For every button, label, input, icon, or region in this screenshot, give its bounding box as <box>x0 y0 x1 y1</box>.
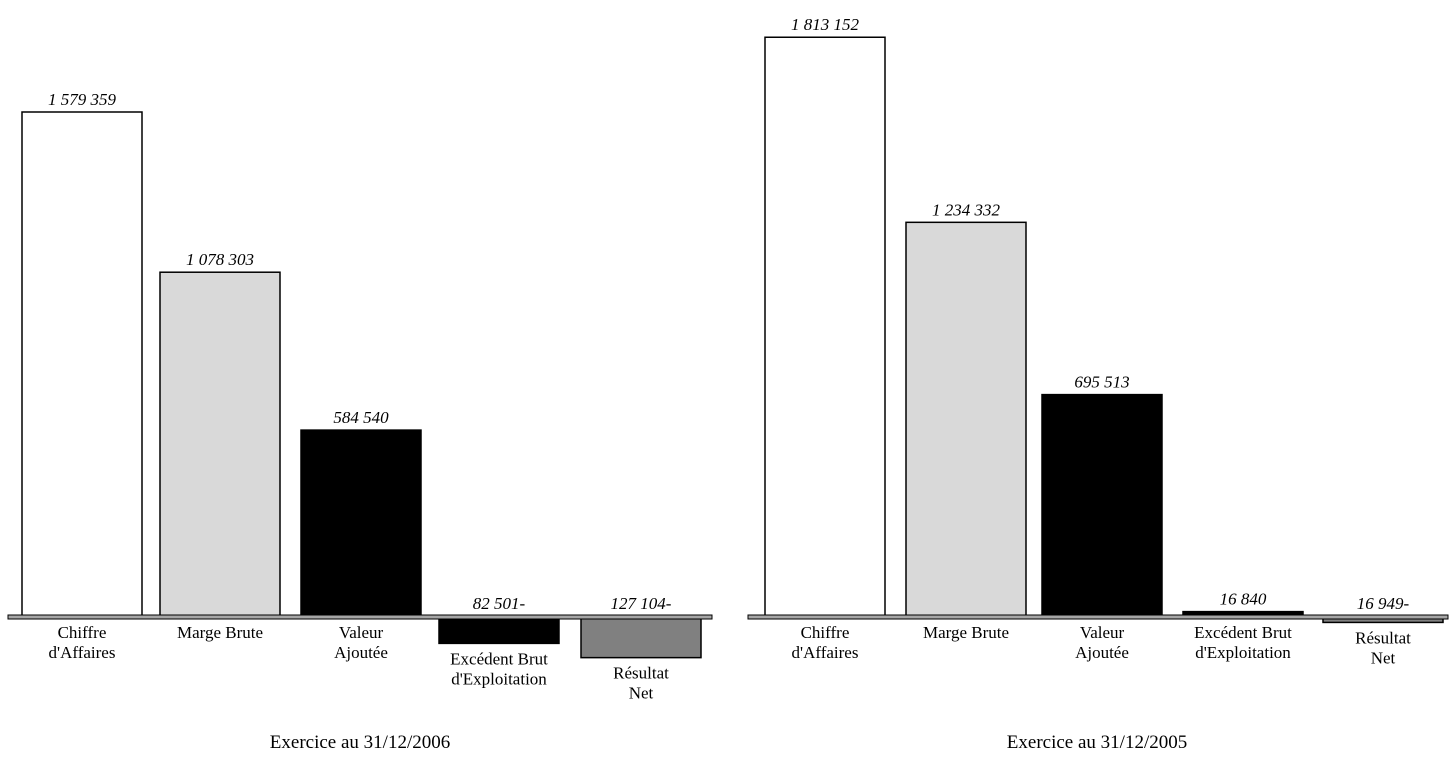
category-label-5: Résultat Net <box>613 664 669 703</box>
bar-3 <box>1041 393 1163 618</box>
value-label-4: 82 501- <box>473 594 526 613</box>
value-label-5: 16 949- <box>1357 594 1410 613</box>
category-label-1: Chiffre d'Affaires <box>49 623 116 662</box>
category-label-3: Valeur Ajoutée <box>1075 623 1129 662</box>
value-label-2: 1 234 332 <box>932 200 1001 219</box>
value-label-2: 1 078 303 <box>186 250 254 269</box>
bar-2 <box>905 221 1027 618</box>
bar-5 <box>580 616 702 659</box>
value-label-5: 127 104- <box>611 594 672 613</box>
bar-1 <box>21 111 143 618</box>
bar-1 <box>764 36 886 618</box>
value-label-1: 1 813 152 <box>791 15 860 34</box>
bar-3 <box>300 429 422 618</box>
category-label-4: Excédent Brut d'Exploitation <box>1194 623 1292 662</box>
category-label-5: Résultat Net <box>1355 628 1411 667</box>
bar-2 <box>159 271 281 618</box>
category-label-2: Marge Brute <box>923 623 1009 642</box>
value-label-3: 584 540 <box>333 408 389 427</box>
category-label-2: Marge Brute <box>177 623 263 642</box>
value-label-3: 695 513 <box>1074 373 1129 392</box>
value-label-4: 16 840 <box>1220 590 1267 609</box>
baseline-axis <box>7 614 713 620</box>
value-label-1: 1 579 359 <box>48 90 117 109</box>
chart-panel-2005: 1 813 152 1 234 332 695 513 16 840 16 949- Ch… <box>747 15 1449 753</box>
baseline-axis <box>747 614 1449 620</box>
category-label-3: Valeur Ajoutée <box>334 623 388 662</box>
chart-panel-2006: 1 579 359 1 078 303 584 540 82 501- 127 104-… <box>7 90 713 753</box>
bar-4 <box>438 616 560 645</box>
category-label-1: Chiffre d'Affaires <box>792 623 859 662</box>
category-label-4: Excédent Brut d'Exploitation <box>450 649 548 688</box>
chart-caption: Exercice au 31/12/2005 <box>1007 732 1187 753</box>
chart-caption: Exercice au 31/12/2006 <box>270 732 450 753</box>
